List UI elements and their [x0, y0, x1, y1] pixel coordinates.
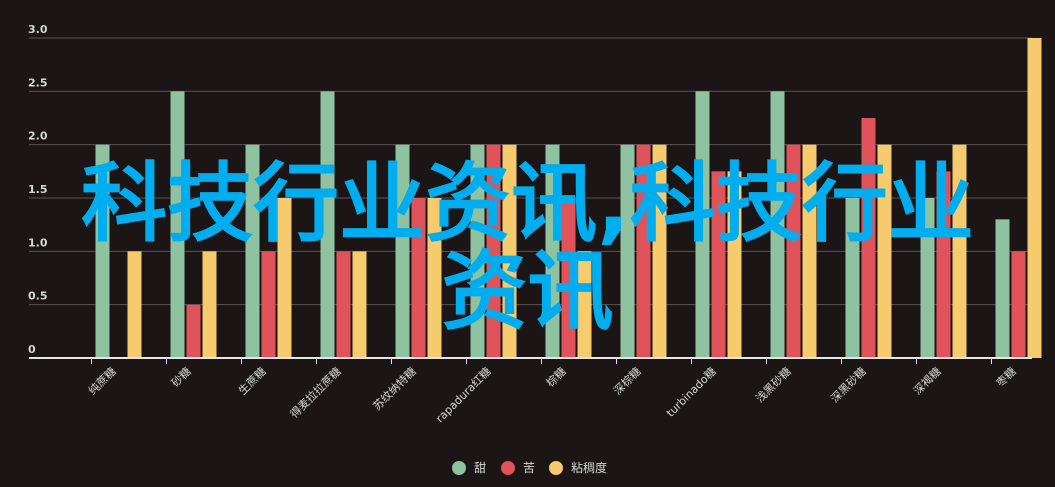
bar — [1011, 251, 1026, 358]
legend-label: 粘稠度 — [571, 460, 607, 475]
bar — [336, 251, 351, 358]
legend-label: 苦 — [523, 461, 535, 475]
legend-swatch — [452, 461, 466, 475]
bar — [470, 144, 485, 358]
bar — [395, 144, 410, 358]
bar — [695, 91, 710, 358]
bar — [545, 144, 560, 358]
bar — [711, 171, 726, 358]
y-tick-label: 0 — [28, 343, 36, 356]
y-tick-label: 2.5 — [28, 76, 48, 89]
bar — [320, 91, 335, 358]
legend: 甜 苦 粘稠度 — [452, 460, 607, 475]
bar — [845, 198, 860, 358]
bar — [170, 91, 185, 358]
x-category-label: 生蔗糖 — [235, 364, 268, 397]
bar — [186, 304, 201, 358]
bar — [636, 144, 651, 358]
x-category-label: 纯蔗糖 — [85, 364, 118, 397]
bar — [952, 144, 967, 358]
y-tick-label: 1.5 — [28, 183, 48, 196]
x-category-label: 苏纹纳特糖 — [370, 364, 419, 413]
bar — [936, 171, 951, 358]
y-tick-label: 3.0 — [28, 23, 48, 36]
x-category-label: 深褐糖 — [910, 364, 943, 397]
x-category-label: 深黑砂糖 — [828, 364, 869, 405]
bar — [561, 198, 576, 358]
y-tick-label: 2.0 — [28, 130, 48, 143]
x-category-label: 枣糖 — [993, 364, 1018, 389]
bar — [786, 144, 801, 358]
x-category-label: rapadura红糖 — [433, 364, 494, 425]
x-category-label: 砂糖 — [168, 364, 193, 389]
bar — [411, 198, 426, 358]
y-axis-ticks: 0 0.5 1.0 1.5 2.0 2.5 3.0 — [28, 23, 48, 356]
bar — [920, 198, 935, 358]
bar — [802, 144, 817, 358]
legend-swatch — [549, 461, 563, 475]
bar — [202, 251, 217, 358]
x-category-label: turbinado糖 — [663, 364, 718, 419]
x-category-label: 棕糖 — [543, 364, 568, 389]
x-axis — [29, 357, 1032, 364]
bar — [261, 251, 276, 358]
bar — [861, 118, 876, 358]
x-category-label: 浅黑砂糖 — [753, 364, 794, 405]
bars — [95, 38, 1042, 358]
bar — [127, 251, 142, 358]
bar — [502, 144, 517, 358]
bar — [995, 219, 1010, 358]
x-category-label: 得麦拉拉蔗糖 — [287, 364, 344, 421]
bar — [652, 144, 667, 358]
bar — [352, 251, 367, 358]
legend-label: 甜 — [474, 461, 486, 475]
bar — [245, 144, 260, 358]
bar — [427, 198, 442, 358]
bar — [486, 144, 501, 358]
bar — [577, 251, 592, 358]
bar — [1027, 38, 1042, 358]
bar — [877, 144, 892, 358]
bar — [727, 171, 742, 358]
bar — [770, 91, 785, 358]
y-tick-label: 1.0 — [28, 236, 48, 249]
x-category-label: 深棕糖 — [610, 364, 643, 397]
legend-swatch — [501, 461, 515, 475]
bar — [95, 144, 110, 358]
x-axis-labels: 纯蔗糖 砂糖 生蔗糖 得麦拉拉蔗糖 苏纹纳特糖 rapadura红糖 棕糖 深棕糖 turbin… — [85, 364, 1018, 425]
y-tick-label: 0.5 — [28, 290, 48, 303]
bar — [277, 198, 292, 358]
bar — [620, 144, 635, 358]
